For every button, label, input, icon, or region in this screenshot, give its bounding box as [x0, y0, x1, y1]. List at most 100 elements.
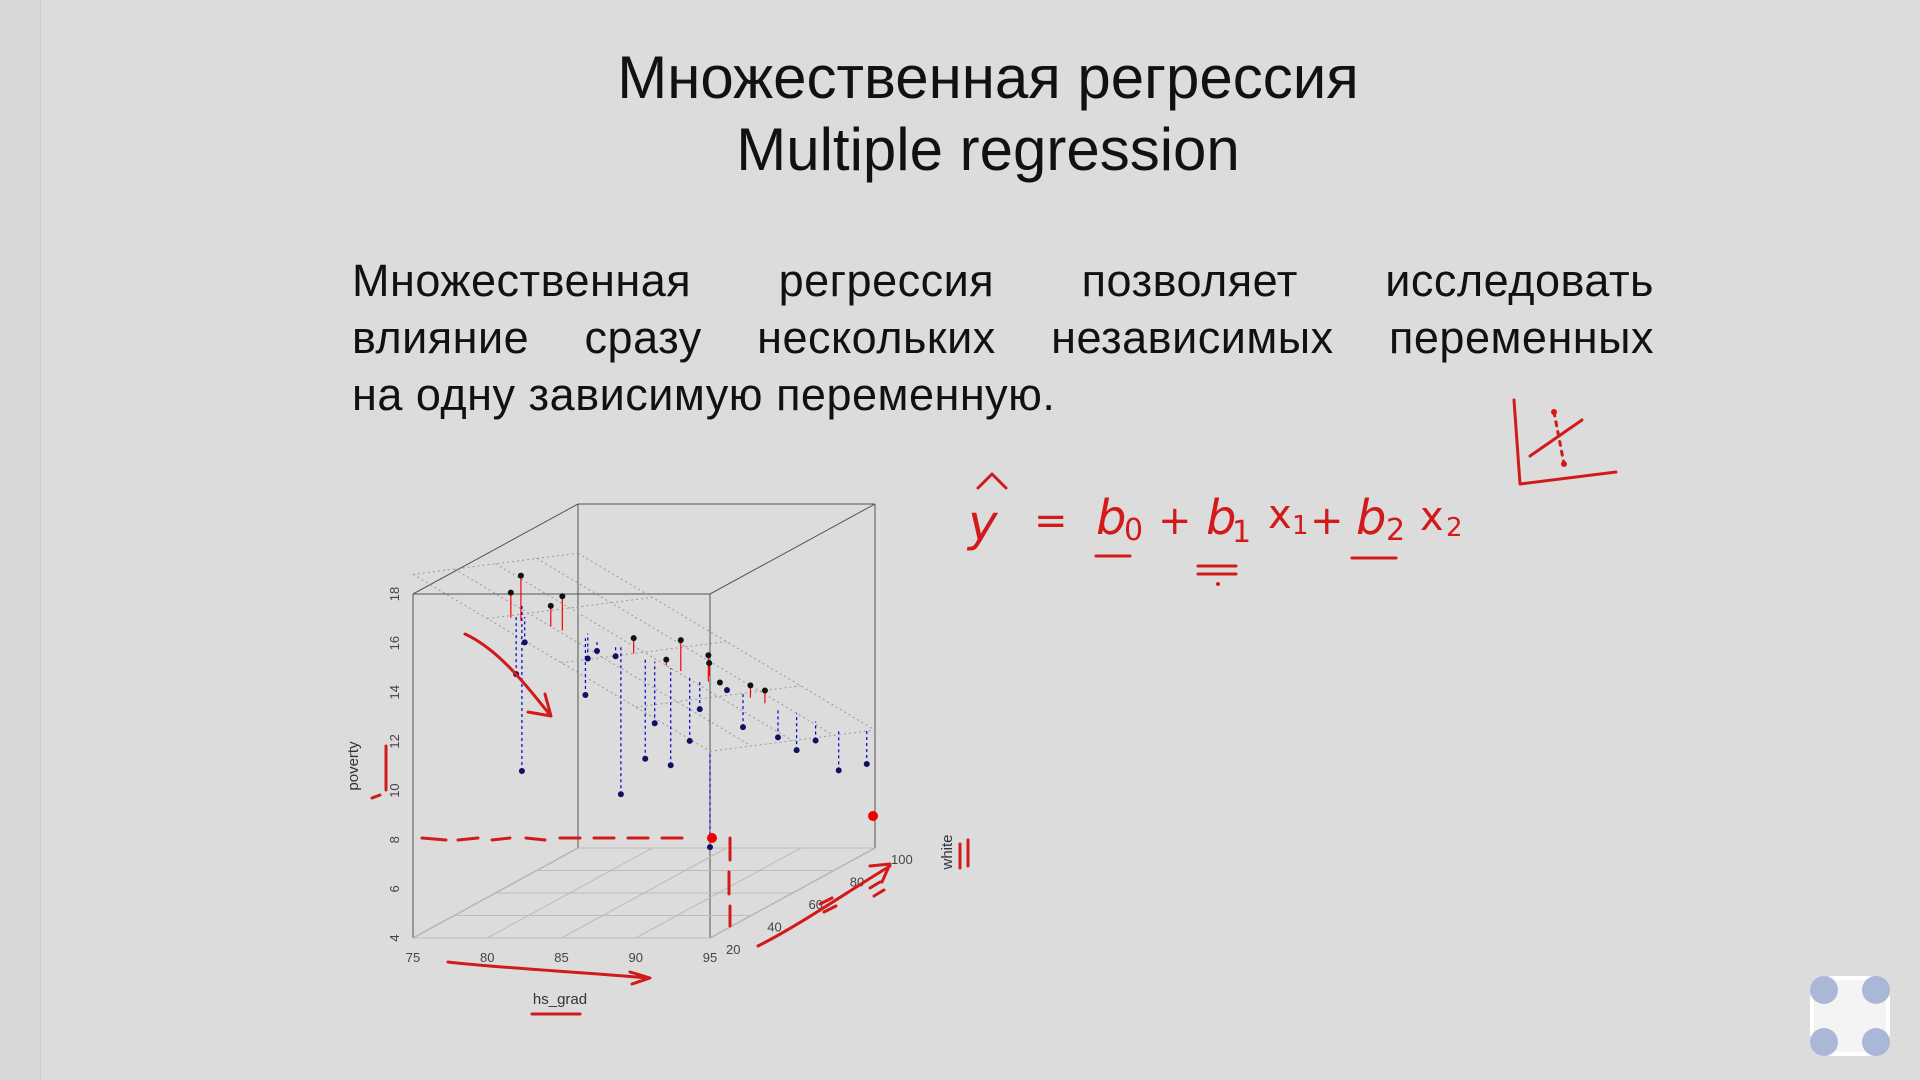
x-tick-label: 80 [480, 950, 494, 965]
ink-arrowhead [526, 692, 553, 718]
y-tick-label: 60 [809, 897, 823, 912]
x-tick-label: 85 [554, 950, 568, 965]
data-point [582, 691, 589, 698]
data-point [835, 767, 842, 774]
data-point [584, 655, 591, 662]
z-tick-label: 14 [387, 685, 402, 699]
z-tick-label: 18 [387, 587, 402, 601]
ink-sketch-point-bottom [1561, 461, 1567, 467]
data-point [507, 589, 514, 596]
data-point [812, 737, 819, 744]
data-point [716, 679, 723, 686]
data-point [518, 767, 525, 774]
ink-underline-poverty [370, 744, 388, 800]
data-point [642, 755, 649, 762]
ink-arrow-to-plane [463, 632, 552, 717]
data-point [651, 720, 658, 727]
formula-equals: = [1034, 498, 1068, 544]
formula-b1: b [1206, 490, 1236, 546]
formula-yhat: y [966, 494, 999, 552]
ink-dot-corner [707, 833, 717, 843]
data-point [707, 844, 713, 851]
paragraph-line-2: влияние сразу нескольких независимых пер… [352, 312, 1654, 363]
ink-dashes-vertical [727, 836, 732, 928]
data-point [663, 656, 670, 663]
x-tick-label: 90 [629, 950, 643, 965]
regression-plane [412, 552, 876, 752]
x-tick-label: 75 [406, 950, 420, 965]
data-point [521, 639, 528, 646]
four-dots-logo-icon[interactable] [1806, 972, 1894, 1060]
data-point [612, 653, 619, 660]
x-tick-label: 95 [703, 950, 717, 965]
box-edge [412, 503, 579, 595]
formula-plus-1: + [1158, 498, 1192, 544]
data-point [547, 602, 554, 609]
z-tick-label: 12 [387, 734, 402, 748]
formula-b0-sub: 0 [1124, 513, 1143, 548]
ink-sketch-regression [1512, 398, 1618, 486]
ink-formula: y = b 0 + b 1 x 1 + b 2 x 2 [966, 472, 1463, 586]
ink-ticks-white [818, 880, 886, 914]
z-axis-label: poverty [345, 741, 362, 791]
data-point [723, 687, 730, 694]
title-line-en: Multiple regression [736, 116, 1240, 183]
formula-x2-sub: 2 [1446, 513, 1463, 543]
y-axis-label: white [939, 834, 956, 870]
ink-arrow-white [756, 864, 892, 948]
data-point [696, 706, 703, 713]
left-edge [0, 0, 41, 1080]
data-point [747, 682, 754, 689]
formula-b1-sub: 1 [1232, 515, 1251, 550]
ink-sketch-line [1528, 418, 1584, 458]
ink-dot-b1 [1216, 582, 1220, 586]
ink-sketch-axes [1512, 398, 1618, 486]
ink-annotations [370, 632, 970, 1016]
y-tick-label: 100 [891, 852, 913, 867]
box-edge [709, 503, 876, 595]
data-point [706, 660, 713, 667]
data-point [705, 652, 712, 659]
ink-underline-b1 [1196, 564, 1238, 576]
paragraph-line-3: на одну зависимую переменную. [352, 369, 1056, 420]
ink-sketch-residual [1552, 410, 1566, 466]
plane-mesh-line [536, 558, 835, 736]
z-tick-label: 6 [387, 885, 402, 892]
y-tick-label: 20 [726, 942, 740, 957]
ink-sketch-point-top [1551, 409, 1557, 415]
ink-underline-hsgrad [446, 960, 650, 980]
data-points [507, 572, 870, 851]
z-tick-label: 10 [387, 783, 402, 797]
z-tick-label: 8 [387, 836, 402, 843]
slide-paragraph: Множественная регрессия позволяет исслед… [352, 252, 1654, 423]
residual-lines [510, 575, 868, 848]
ink-dashes-horizontal [420, 836, 684, 842]
paragraph-line-1: Множественная регрессия позволяет исслед… [352, 255, 1654, 306]
data-point [863, 761, 870, 768]
data-point [793, 747, 800, 754]
data-point [677, 637, 684, 644]
ink-arrowhead-white [868, 862, 892, 884]
formula-b2: b [1356, 490, 1386, 546]
data-point [617, 791, 624, 798]
title-line-ru: Множественная регрессия [617, 44, 1359, 111]
slide-title: Множественная регрессия Multiple regress… [0, 42, 1920, 186]
formula-b0: b [1096, 490, 1126, 546]
chart-box [412, 503, 876, 939]
data-point [630, 635, 637, 642]
y-tick-label: 40 [767, 920, 781, 935]
formula-x1-sub: 1 [1292, 511, 1309, 541]
data-point [761, 687, 768, 694]
data-point [667, 762, 674, 769]
formula-x1: x [1268, 492, 1292, 538]
data-point [559, 593, 566, 600]
data-point [517, 572, 524, 579]
x-axis-label: hs_grad [533, 991, 587, 1008]
data-point [774, 734, 781, 741]
ink-marks-white-label [958, 838, 970, 870]
plane-mesh-line [635, 685, 801, 708]
data-point [593, 647, 600, 654]
data-point [740, 724, 746, 731]
